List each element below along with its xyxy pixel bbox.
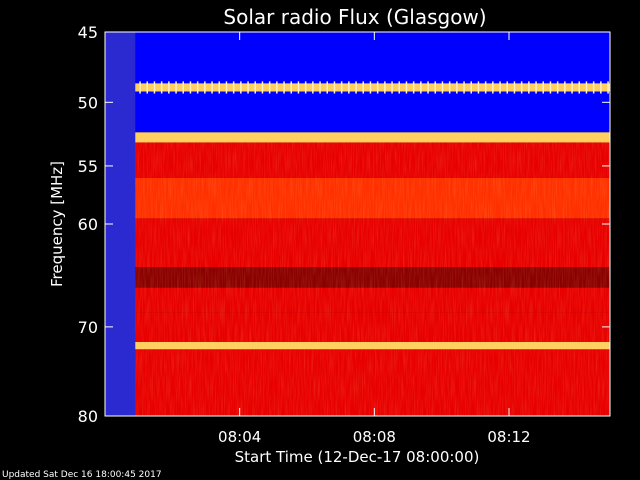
- interference-tick: [355, 81, 357, 94]
- interference-tick: [391, 81, 393, 94]
- x-tick-label: 08:08: [353, 428, 396, 446]
- interference-tick: [398, 81, 400, 94]
- band-3: [105, 132, 610, 143]
- interference-tick: [153, 81, 156, 94]
- interference-tick: [542, 81, 544, 94]
- interference-tick: [247, 81, 249, 94]
- band-2: [105, 91, 610, 133]
- interference-tick: [182, 81, 184, 94]
- interference-tick: [506, 81, 508, 94]
- interference-tick: [276, 81, 278, 94]
- interference-tick: [175, 81, 177, 94]
- y-tick-label: 45: [78, 23, 98, 42]
- interference-tick: [376, 81, 379, 94]
- interference-tick: [304, 81, 307, 94]
- interference-tick: [405, 81, 408, 94]
- interference-tick: [607, 81, 609, 94]
- interference-tick: [556, 81, 559, 94]
- interference-tick: [484, 81, 487, 94]
- interference-tick: [333, 81, 336, 94]
- interference-tick: [189, 81, 192, 94]
- interference-tick: [448, 81, 451, 94]
- texture-overlay: [105, 142, 610, 416]
- y-tick-label: 50: [78, 93, 98, 112]
- interference-tick: [470, 81, 472, 94]
- interference-tick: [528, 81, 530, 94]
- interference-tick: [240, 81, 242, 94]
- interference-tick: [225, 81, 228, 94]
- y-tick-label: 70: [78, 318, 98, 337]
- interference-tick: [204, 81, 206, 94]
- interference-tick: [420, 81, 422, 94]
- interference-tick: [168, 81, 170, 94]
- y-tick-label: 55: [78, 157, 98, 176]
- interference-tick: [434, 81, 436, 94]
- x-axis-label: Start Time (12-Dec-17 08:00:00): [235, 448, 480, 466]
- interference-tick: [297, 81, 300, 94]
- updated-timestamp: Updated Sat Dec 16 18:00:45 2017: [2, 470, 162, 480]
- interference-tick: [441, 81, 444, 94]
- x-tick-label: 08:04: [218, 428, 261, 446]
- interference-tick: [319, 81, 321, 94]
- interference-tick: [326, 81, 328, 94]
- interference-tick: [211, 81, 213, 94]
- interference-tick: [499, 81, 501, 94]
- interference-tick: [254, 81, 256, 94]
- interference-tick: [427, 81, 429, 94]
- interference-tick: [369, 81, 372, 94]
- interference-tick: [261, 81, 264, 94]
- interference-tick: [268, 81, 271, 94]
- interference-tick: [340, 81, 343, 94]
- band-0: [105, 32, 610, 84]
- plot-area: [104, 31, 611, 417]
- interference-tick: [290, 81, 292, 94]
- y-axis-label: Frequency [MHz]: [48, 161, 66, 287]
- interference-tick: [312, 81, 314, 94]
- interference-tick: [362, 81, 364, 94]
- interference-tick: [535, 81, 537, 94]
- interference-tick: [549, 81, 552, 94]
- x-tick-label: 08:12: [487, 428, 530, 446]
- interference-tick: [384, 81, 386, 94]
- interference-tick: [218, 81, 220, 94]
- interference-tick: [600, 81, 602, 94]
- interference-tick: [412, 81, 415, 94]
- interference-tick: [585, 81, 588, 94]
- y-tick-label: 60: [78, 215, 98, 234]
- interference-tick: [283, 81, 285, 94]
- interference-tick: [463, 81, 465, 94]
- interference-tick: [232, 81, 235, 94]
- interference-tick: [564, 81, 566, 94]
- plot-frame: [104, 31, 611, 417]
- interference-tick: [348, 81, 350, 94]
- interference-tick: [196, 81, 199, 94]
- interference-tick: [592, 81, 595, 94]
- y-tick-label: 80: [78, 407, 98, 426]
- interference-tick: [477, 81, 480, 94]
- interference-tick: [456, 81, 458, 94]
- interference-tick: [139, 81, 141, 94]
- chart-title: Solar radio Flux (Glasgow): [223, 5, 486, 29]
- interference-tick: [146, 81, 148, 94]
- interference-tick: [520, 81, 523, 94]
- interference-tick: [513, 81, 516, 94]
- interference-tick: [160, 81, 163, 94]
- interference-tick: [571, 81, 573, 94]
- interference-tick: [578, 81, 580, 94]
- interference-tick: [492, 81, 494, 94]
- band-1: [105, 83, 610, 92]
